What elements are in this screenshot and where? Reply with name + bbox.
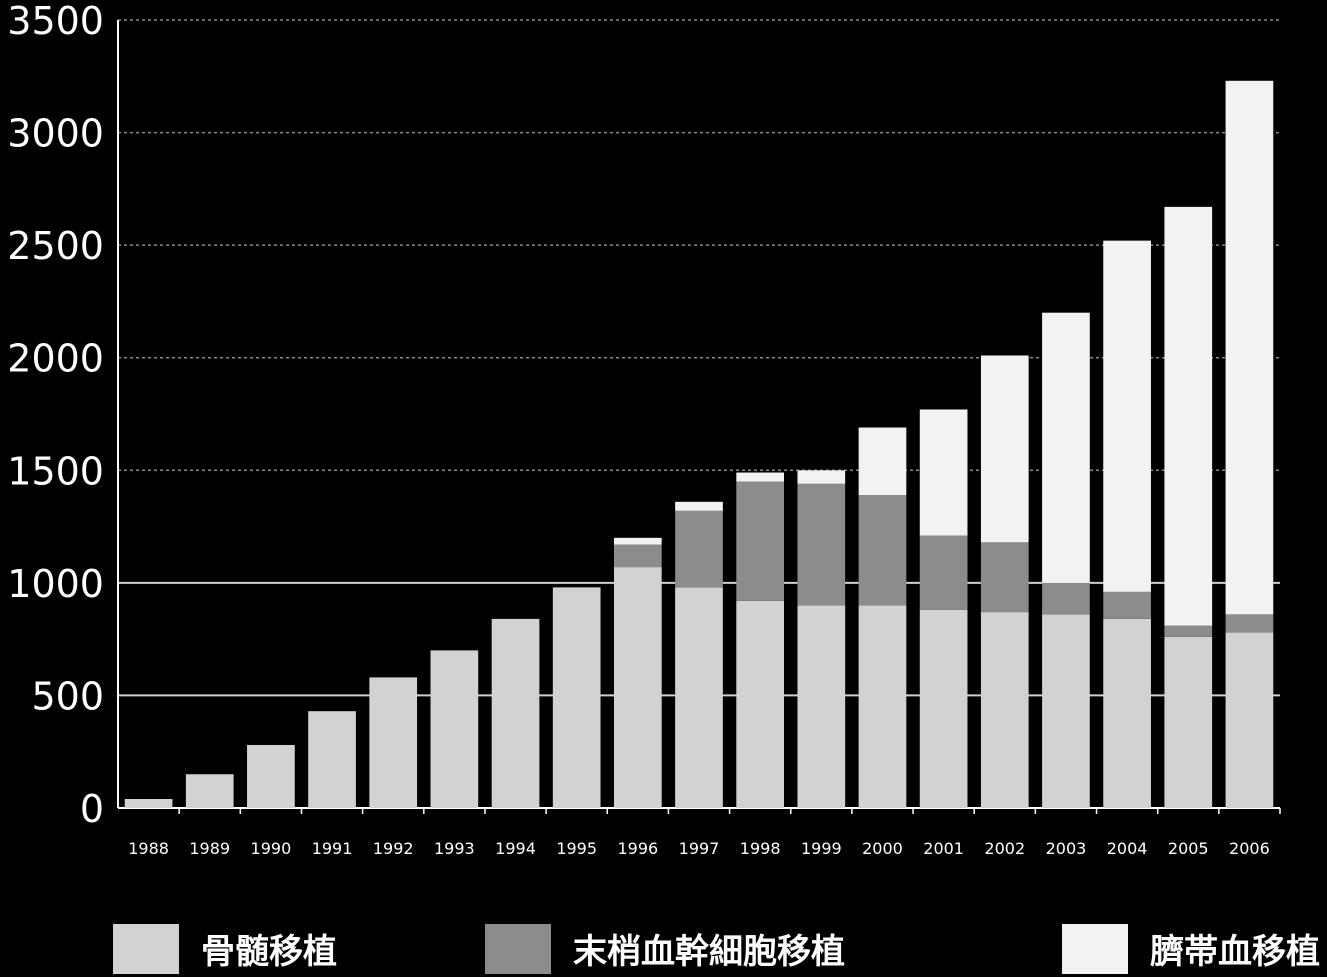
bar-segment [858,495,907,606]
x-tick-label: 1993 [434,839,475,858]
x-tick-label: 1997 [679,839,720,858]
bar-segment [736,600,785,808]
y-tick-label: 3500 [7,0,104,43]
bar-segment [980,542,1029,613]
x-tick-label: 2006 [1229,839,1270,858]
bar-segment [675,587,723,808]
legend-label-bone-marrow: 骨髄移植 [201,932,337,972]
bar-segment [736,472,785,482]
x-tick-label: 1999 [801,839,842,858]
bar-segment [675,510,723,588]
legend: 骨髄移植 末梢血幹細胞移植 臍帯血移植 [0,920,1327,977]
x-tick-label: 2004 [1107,839,1148,858]
bar-segment [1225,614,1274,633]
x-tick-label: 2002 [984,839,1025,858]
x-tick-label: 1990 [251,839,292,858]
x-tick-label: 2005 [1168,839,1209,858]
bar-segment [1103,618,1151,808]
bar-segment [430,650,479,808]
bar-segment [613,567,662,808]
x-tick-label: 1996 [617,839,658,858]
x-tick-label: 2003 [1046,839,1087,858]
bar-segment [1164,625,1213,637]
x-tick-label: 1991 [312,839,353,858]
bar-segment [980,612,1029,808]
bar-segment [613,544,662,568]
legend-label-cord-blood: 臍帯血移植 [1150,932,1320,972]
bar-segment [675,501,723,511]
bar-segment [1042,582,1090,615]
legend-swatch-pbsc [485,923,551,974]
bar-segment [858,605,907,808]
legend-swatch-cord-blood [1062,923,1128,974]
bar-segment [797,470,846,484]
x-tick-label: 2001 [923,839,964,858]
bar-segment [124,798,173,808]
y-tick-label: 1500 [7,449,104,493]
legend-label-pbsc: 末梢血幹細胞移植 [573,932,845,972]
x-tick-label: 1988 [128,839,169,858]
y-tick-label: 500 [31,674,104,718]
y-tick-label: 2500 [7,224,104,268]
bar-segment [247,744,295,808]
x-tick-label: 1994 [495,839,536,858]
legend-swatch-bone-marrow [113,923,179,974]
bar-segment [613,537,662,545]
y-tick-label: 1000 [7,562,104,606]
y-tick-label: 2000 [7,337,104,381]
bar-segment [980,355,1029,543]
legend-item-bone-marrow: 骨髄移植 [113,920,337,977]
x-tick-label: 2000 [862,839,903,858]
x-tick-label: 1995 [556,839,597,858]
legend-item-cord-blood: 臍帯血移植 [1062,920,1320,977]
bar-segment [1042,614,1090,808]
bar-segment [736,481,785,601]
bar-segment [858,427,907,496]
bar-segment [369,677,418,808]
y-tick-label: 0 [80,787,104,831]
bar-segment [552,587,601,808]
bar-segment [1042,312,1090,583]
bar-segment [1103,591,1151,619]
bar-segment [797,483,846,606]
x-tick-label: 1998 [740,839,781,858]
bar-segment [1103,240,1151,592]
chart-svg: 0 500 1000 1500 2000 2500 3000 3500 1988 1989 1990… [7,0,1281,858]
bar-segment [1225,80,1274,615]
x-tick-label: 1992 [373,839,414,858]
bar-segment [185,774,234,808]
bar-segment [919,535,968,610]
bar-segment [491,618,540,808]
bar-segment [797,605,846,808]
bar-segment [919,409,968,536]
bar-segment [308,711,356,808]
bar-segment [1164,636,1213,808]
bar-segment [919,609,968,808]
x-tick-label: 1989 [189,839,230,858]
legend-item-pbsc: 末梢血幹細胞移植 [485,920,845,977]
y-tick-label: 3000 [7,112,104,156]
bar-segment [1164,206,1213,626]
bar-segment [1225,632,1274,808]
